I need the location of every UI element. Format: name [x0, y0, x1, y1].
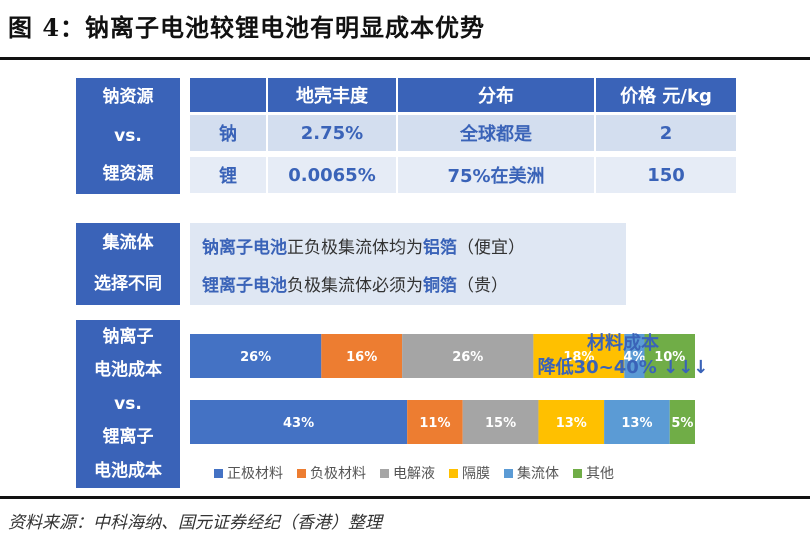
legend-label: 隔膜 [462, 466, 490, 482]
legend-swatch [573, 468, 582, 478]
cost-note-line2: 降低30~40% ↓↓↓ [537, 357, 709, 379]
legend-label: 负极材料 [310, 466, 366, 482]
legend-swatch [504, 468, 513, 478]
table-header-corner [190, 78, 266, 112]
collector-line-sodium: 钠离子电池正负极集流体均为铝箔（便宜） [202, 233, 525, 258]
bar-data-label: 26% [452, 350, 483, 365]
legend-swatch [297, 468, 306, 478]
legend-swatch [449, 468, 458, 478]
bottom-rule [0, 496, 810, 499]
collector-lithium-material: 铜箔 [423, 276, 457, 296]
cost-label-li-2: 电池成本 [94, 460, 162, 481]
collector-lithium-note: （贵） [457, 276, 508, 296]
cost-note-line1: 材料成本 [587, 333, 659, 354]
resource-label-li: 锂资源 [102, 164, 154, 185]
legend-swatch [214, 468, 223, 478]
table-cell-distribution: 全球都是 [398, 115, 594, 151]
collector-sodium-material: 铝箔 [423, 238, 457, 258]
bar-segment [538, 400, 605, 444]
legend-item: 其他 [573, 463, 614, 483]
cost-reduction-note: 材料成本 降低30~40% ↓↓↓ [523, 332, 723, 381]
legend-item: 负极材料 [297, 463, 366, 483]
legend-item: 集流体 [504, 463, 559, 483]
bar-segment [190, 334, 322, 378]
table-cell-distribution: 75%在美洲 [398, 157, 594, 193]
figure-title: 图 4：钠离子电池较锂电池有明显成本优势 [8, 13, 486, 42]
top-rule [0, 57, 810, 60]
collector-lithium-text: 负极集流体必须为 [287, 276, 423, 296]
collector-label-line1: 集流体 [102, 233, 154, 254]
legend-item: 隔膜 [449, 463, 490, 483]
resource-label-vs: vs. [114, 125, 142, 146]
table-cell-element: 钠 [190, 115, 266, 151]
bar-data-label: 16% [346, 350, 377, 365]
bar-data-label: 43% [283, 416, 314, 431]
collector-lithium-subject: 锂离子电池 [202, 276, 287, 296]
legend-label: 集流体 [517, 466, 559, 482]
cost-label-na-1: 钠离子 [102, 326, 154, 347]
bar-segment [402, 334, 534, 378]
collector-sodium-subject: 钠离子电池 [202, 238, 287, 258]
table-cell-abundance: 2.75% [268, 115, 396, 151]
table-header-price: 价格 元/kg [596, 78, 736, 112]
collector-line-lithium: 锂离子电池负极集流体必须为铜箔（贵） [202, 271, 508, 296]
bar-segment [407, 400, 463, 444]
table-cell-abundance: 0.0065% [268, 157, 396, 193]
legend-item: 电解液 [380, 463, 435, 483]
legend-item: 正极材料 [214, 463, 283, 483]
bar-segment [190, 400, 408, 444]
cost-label-vs: vs. [114, 393, 142, 414]
bar-data-label: 11% [419, 416, 450, 431]
table-cell-price: 150 [596, 157, 736, 193]
collector-sodium-text: 正负极集流体均为 [287, 238, 423, 258]
source-note: 资料来源：中科海纳、国元证券经纪（香港）整理 [8, 513, 382, 533]
bar-data-label: 13% [556, 416, 587, 431]
resource-label-na: 钠资源 [102, 87, 154, 108]
bar-data-label: 26% [240, 350, 271, 365]
bar-segment [321, 334, 403, 378]
resource-side-label: 钠资源 vs. 锂资源 [76, 78, 180, 194]
bar-segment [669, 400, 695, 444]
table-header-distribution: 分布 [398, 78, 594, 112]
table-header-abundance: 地壳丰度 [268, 78, 396, 112]
collector-sodium-note: （便宜） [457, 238, 525, 258]
legend-swatch [380, 468, 389, 478]
cost-label-na-2: 电池成本 [94, 360, 162, 381]
bar-data-label: 5% [671, 416, 693, 431]
bar-segment [462, 400, 539, 444]
bar-data-label: 15% [485, 416, 516, 431]
table-cell-price: 2 [596, 115, 736, 151]
collector-label-line2: 选择不同 [94, 274, 162, 295]
legend-label: 其他 [586, 466, 614, 482]
chart-legend: 正极材料 负极材料 电解液 隔膜 集流体 其他 [214, 463, 614, 483]
collector-side-label: 集流体 选择不同 [76, 223, 180, 305]
cost-label-li-1: 锂离子 [102, 427, 154, 448]
bar-segment [604, 400, 670, 444]
legend-label: 正极材料 [227, 466, 283, 482]
cost-side-label: 钠离子 电池成本 vs. 锂离子 电池成本 [76, 320, 180, 488]
collector-panel [190, 223, 626, 305]
legend-label: 电解液 [393, 466, 435, 482]
table-cell-element: 锂 [190, 157, 266, 193]
bar-data-label: 13% [621, 416, 652, 431]
